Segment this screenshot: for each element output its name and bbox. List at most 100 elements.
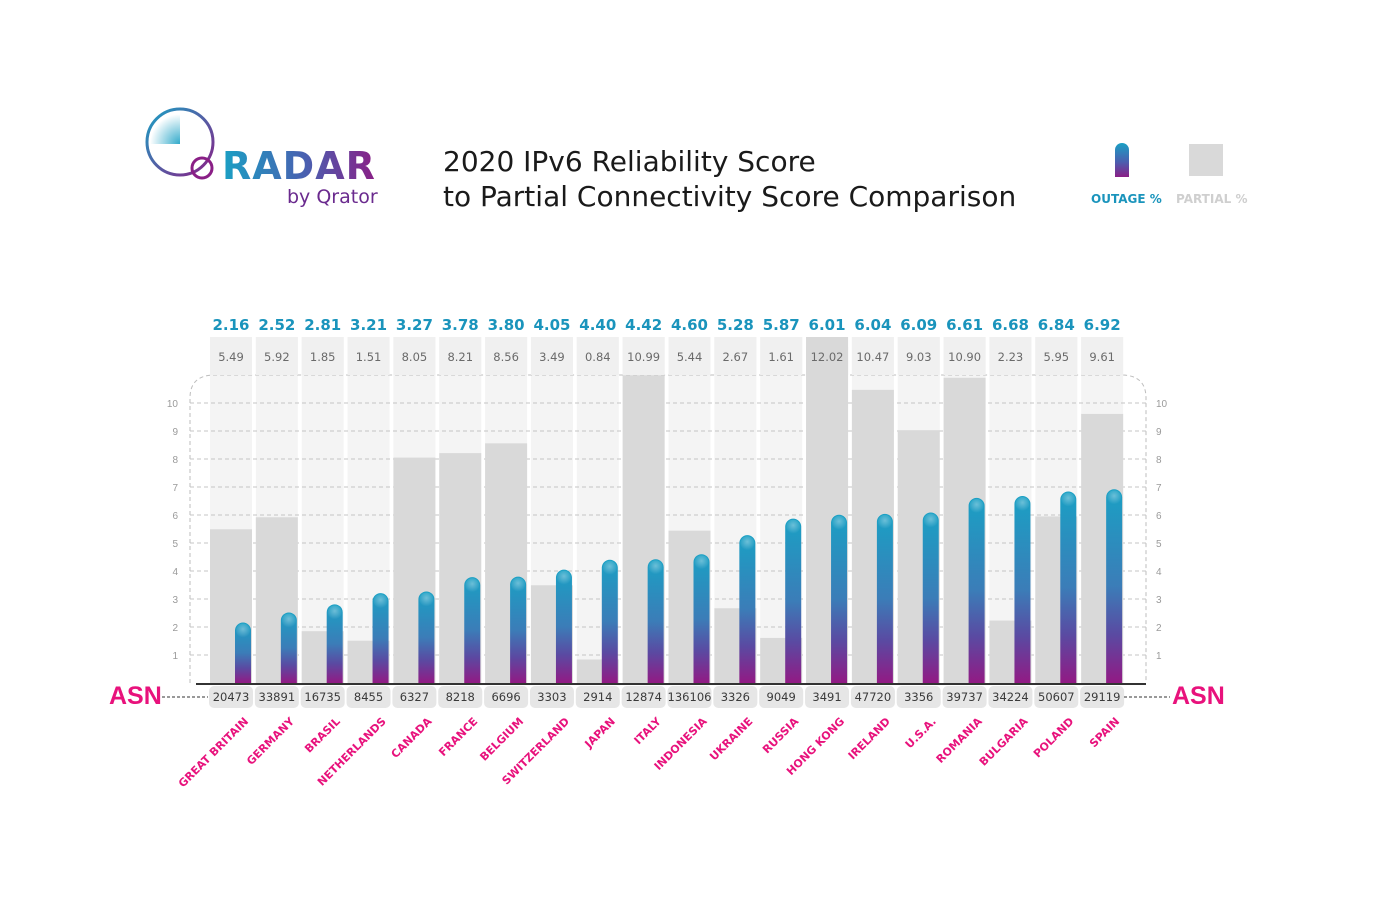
outage-bar-highlight xyxy=(1015,496,1030,511)
partial-value-cell xyxy=(210,337,252,375)
outage-bar xyxy=(739,535,756,683)
partial-value-label: 5.49 xyxy=(218,350,244,364)
y-tick-label-right: 7 xyxy=(1156,483,1162,494)
y-tick-label-right: 8 xyxy=(1156,455,1162,466)
outage-bar-highlight xyxy=(786,519,801,534)
legend-partial-label: PARTIAL % xyxy=(1176,192,1248,206)
asn-cell xyxy=(392,686,437,708)
radar-logo-icon xyxy=(145,107,215,180)
outage-bar-highlight xyxy=(923,513,938,528)
outage-bar xyxy=(555,569,572,683)
asn-value: 50607 xyxy=(1038,690,1075,704)
outage-value-label: 6.09 xyxy=(900,316,937,334)
outage-bar xyxy=(326,604,343,683)
y-tick-label-right: 10 xyxy=(1156,399,1168,410)
outage-bar xyxy=(601,559,618,683)
partial-value-cell xyxy=(347,337,390,375)
outage-value-label: 4.42 xyxy=(625,316,662,334)
y-tick-label-left: 8 xyxy=(172,455,178,466)
y-tick-label-left: 4 xyxy=(172,567,178,578)
outage-bar xyxy=(647,559,664,683)
outage-bar-highlight xyxy=(602,560,617,575)
country-label: FRANCE xyxy=(436,715,480,759)
asn-value: 3491 xyxy=(812,690,841,704)
partial-value-label: 8.05 xyxy=(402,350,428,364)
outage-bar-highlight xyxy=(832,515,847,530)
outage-value-label: 2.52 xyxy=(258,316,295,334)
partial-value-cell xyxy=(897,337,940,375)
y-tick-label-right: 3 xyxy=(1156,595,1162,606)
outage-bar xyxy=(510,576,527,683)
asn-cell xyxy=(988,686,1033,708)
legend-outage-label: OUTAGE % xyxy=(1091,192,1162,206)
asn-cell xyxy=(667,686,712,708)
partial-value-label: 3.49 xyxy=(539,350,565,364)
outage-value-label: 6.68 xyxy=(992,316,1029,334)
outage-value-label: 6.84 xyxy=(1038,316,1075,334)
outage-bar-highlight xyxy=(511,577,526,592)
outage-bar xyxy=(831,514,848,683)
outage-bar-highlight xyxy=(556,570,571,585)
asn-cell xyxy=(209,686,253,708)
outage-value-label: 2.81 xyxy=(304,316,341,334)
asn-value: 3356 xyxy=(904,690,933,704)
asn-value: 20473 xyxy=(213,690,250,704)
outage-bar-highlight xyxy=(327,605,342,620)
partial-value-label: 9.03 xyxy=(906,350,932,364)
country-label: U.S.A. xyxy=(903,715,939,751)
asn-value: 33891 xyxy=(259,690,296,704)
asn-value: 6327 xyxy=(400,690,429,704)
partial-value-label: 10.47 xyxy=(856,350,889,364)
country-label: UKRAINE xyxy=(707,715,755,763)
logo-subtitle: by Qrator xyxy=(287,186,378,208)
y-tick-label-left: 6 xyxy=(172,511,178,522)
outage-bar-highlight xyxy=(969,498,984,513)
outage-bar xyxy=(922,512,939,683)
outage-value-label: 6.01 xyxy=(809,316,846,334)
country-label: CANADA xyxy=(389,715,435,761)
country-label: RUSSIA xyxy=(760,715,802,757)
asn-cell xyxy=(850,686,895,708)
y-tick-label-right: 9 xyxy=(1156,427,1162,438)
outage-bar-highlight xyxy=(281,613,296,628)
outage-value-label: 4.60 xyxy=(671,316,708,334)
y-tick-label-right: 6 xyxy=(1156,511,1162,522)
outage-bar xyxy=(968,497,985,683)
outage-bar xyxy=(235,622,251,683)
asn-label-right: ASN xyxy=(1172,682,1225,710)
partial-value-cell xyxy=(576,337,619,375)
partial-value-label: 5.44 xyxy=(677,350,703,364)
partial-value-label: 10.90 xyxy=(948,350,981,364)
asn-value: 12874 xyxy=(625,690,662,704)
asn-cell xyxy=(575,686,620,708)
asn-cell xyxy=(346,686,391,708)
outage-value-label: 5.28 xyxy=(717,316,754,334)
partial-value-cell xyxy=(255,337,298,375)
partial-value-cell xyxy=(714,337,757,375)
partial-value-cell xyxy=(393,337,436,375)
outage-bar-highlight xyxy=(373,594,388,609)
partial-value-label: 2.23 xyxy=(998,350,1024,364)
outage-value-label: 6.92 xyxy=(1084,316,1121,334)
radar-logo: RADAR by Qrator xyxy=(140,104,400,214)
asn-cell xyxy=(484,686,529,708)
partial-value-cell xyxy=(760,337,803,375)
asn-value: 29119 xyxy=(1084,690,1121,704)
partial-value-cell xyxy=(439,337,482,375)
partial-value-cell xyxy=(806,337,849,375)
partial-value-cell xyxy=(1081,337,1124,375)
outage-bar xyxy=(418,591,435,683)
outage-value-label: 3.78 xyxy=(442,316,479,334)
partial-value-cell xyxy=(530,337,573,375)
outage-bar xyxy=(876,513,893,683)
partial-value-cell xyxy=(943,337,986,375)
y-tick-label-right: 2 xyxy=(1156,623,1162,634)
outage-bar-highlight xyxy=(236,623,250,638)
outage-value-label: 4.05 xyxy=(533,316,570,334)
partial-value-label: 8.21 xyxy=(447,350,473,364)
outage-bar-highlight xyxy=(1061,492,1076,507)
country-label: SPAIN xyxy=(1087,715,1122,750)
partial-value-label: 1.51 xyxy=(356,350,382,364)
legend-partial-swatch xyxy=(1189,144,1223,176)
y-tick-label-left: 7 xyxy=(172,483,178,494)
